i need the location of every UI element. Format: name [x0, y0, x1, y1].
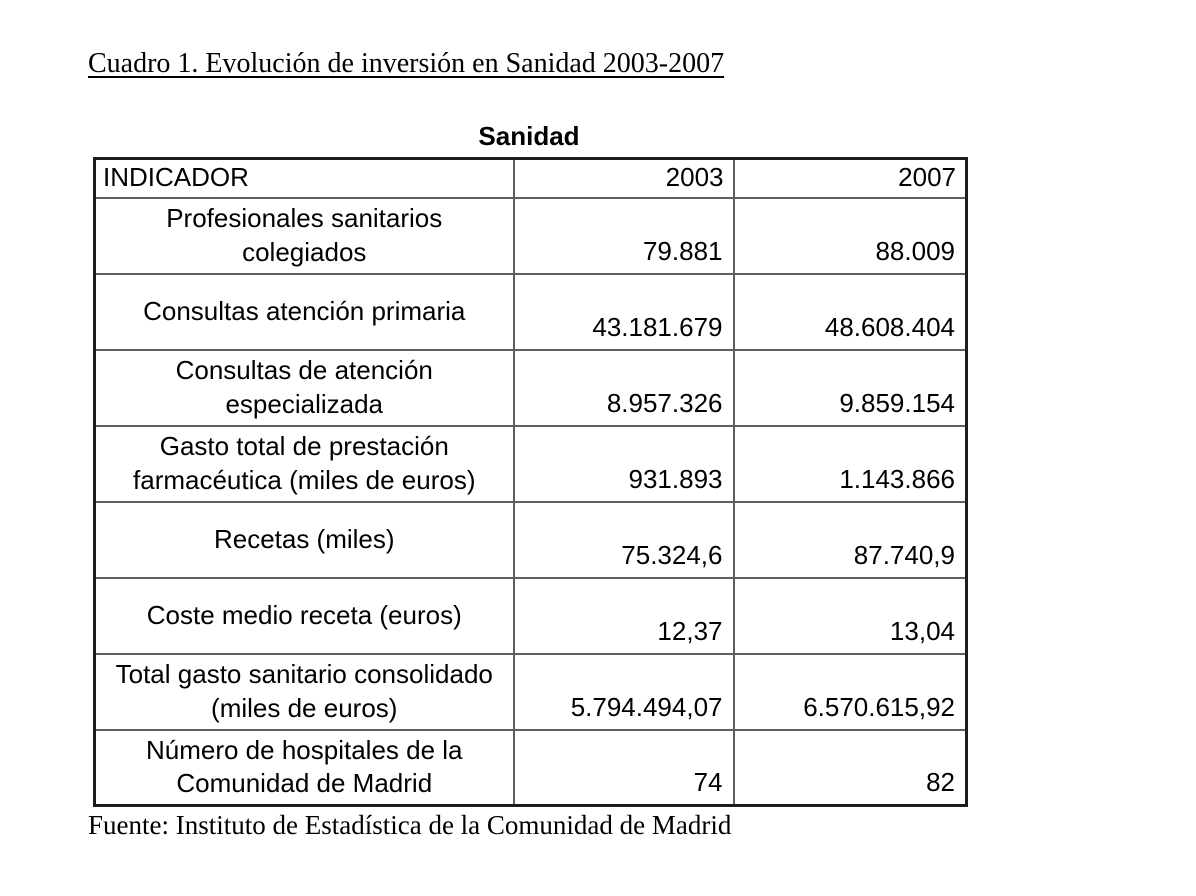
- table-caption: Sanidad: [478, 121, 580, 151]
- row-indicator: Consultas atención primaria: [93, 272, 515, 351]
- row-indicator: Profesionales sanitarios colegiados: [93, 196, 515, 275]
- table-row: Consultas de atención especializada 8.95…: [93, 348, 968, 427]
- table-row: Gasto total de prestación farmacéutica (…: [93, 424, 968, 503]
- table-row: Número de hospitales de la Comunidad de …: [93, 728, 968, 807]
- column-header-indicator: INDICADOR: [93, 157, 515, 199]
- row-value-2003: 8.957.326: [512, 348, 735, 427]
- row-value-2003: 75.324,6: [512, 500, 735, 579]
- row-value-2007: 87.740,9: [732, 500, 968, 579]
- row-value-2003: 43.181.679: [512, 272, 735, 351]
- table-row: Recetas (miles) 75.324,6 87.740,9: [93, 500, 968, 579]
- row-value-2007: 6.570.615,92: [732, 652, 968, 731]
- row-value-2007: 82: [732, 728, 968, 807]
- row-value-2007: 1.143.866: [732, 424, 968, 503]
- table-row: Profesionales sanitarios colegiados 79.8…: [93, 196, 968, 275]
- column-header-2003: 2003: [512, 157, 735, 199]
- row-value-2003: 5.794.494,07: [512, 652, 735, 731]
- document-title: Cuadro 1. Evolución de inversión en Sani…: [88, 48, 725, 79]
- table-row: Consultas atención primaria 43.181.679 4…: [93, 272, 968, 351]
- row-value-2003: 79.881: [512, 196, 735, 275]
- row-value-2007: 48.608.404: [732, 272, 968, 351]
- row-indicator: Coste medio receta (euros): [93, 576, 515, 655]
- row-indicator: Consultas de atención especializada: [93, 348, 515, 427]
- row-value-2003: 931.893: [512, 424, 735, 503]
- row-indicator: Total gasto sanitario consolidado (miles…: [93, 652, 515, 731]
- row-value-2003: 12,37: [512, 576, 735, 655]
- row-indicator: Número de hospitales de la Comunidad de …: [93, 728, 515, 807]
- column-header-2007: 2007: [732, 157, 968, 199]
- row-indicator: Recetas (miles): [93, 500, 515, 579]
- table-row: Total gasto sanitario consolidado (miles…: [93, 652, 968, 731]
- table-header-row: INDICADOR 2003 2007: [93, 157, 968, 199]
- row-value-2007: 88.009: [732, 196, 968, 275]
- table-row: Coste medio receta (euros) 12,37 13,04: [93, 576, 968, 655]
- row-value-2003: 74: [512, 728, 735, 807]
- sanidad-table: INDICADOR 2003 2007 Profesionales sanita…: [93, 157, 968, 807]
- row-value-2007: 13,04: [732, 576, 968, 655]
- row-indicator: Gasto total de prestación farmacéutica (…: [93, 424, 515, 503]
- row-value-2007: 9.859.154: [732, 348, 968, 427]
- source-note: Fuente: Instituto de Estadística de la C…: [88, 810, 732, 840]
